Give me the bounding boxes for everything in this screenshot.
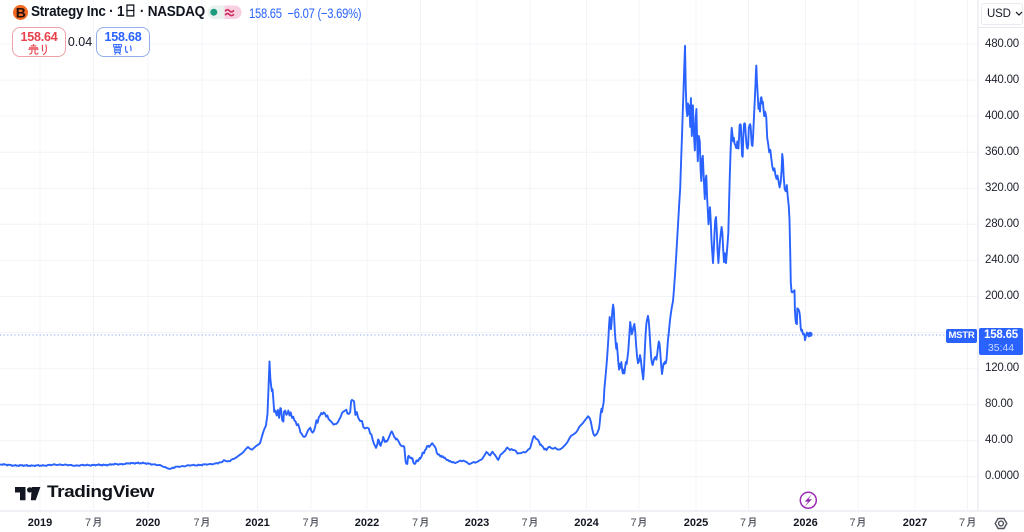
svg-text:B: B xyxy=(16,5,26,21)
